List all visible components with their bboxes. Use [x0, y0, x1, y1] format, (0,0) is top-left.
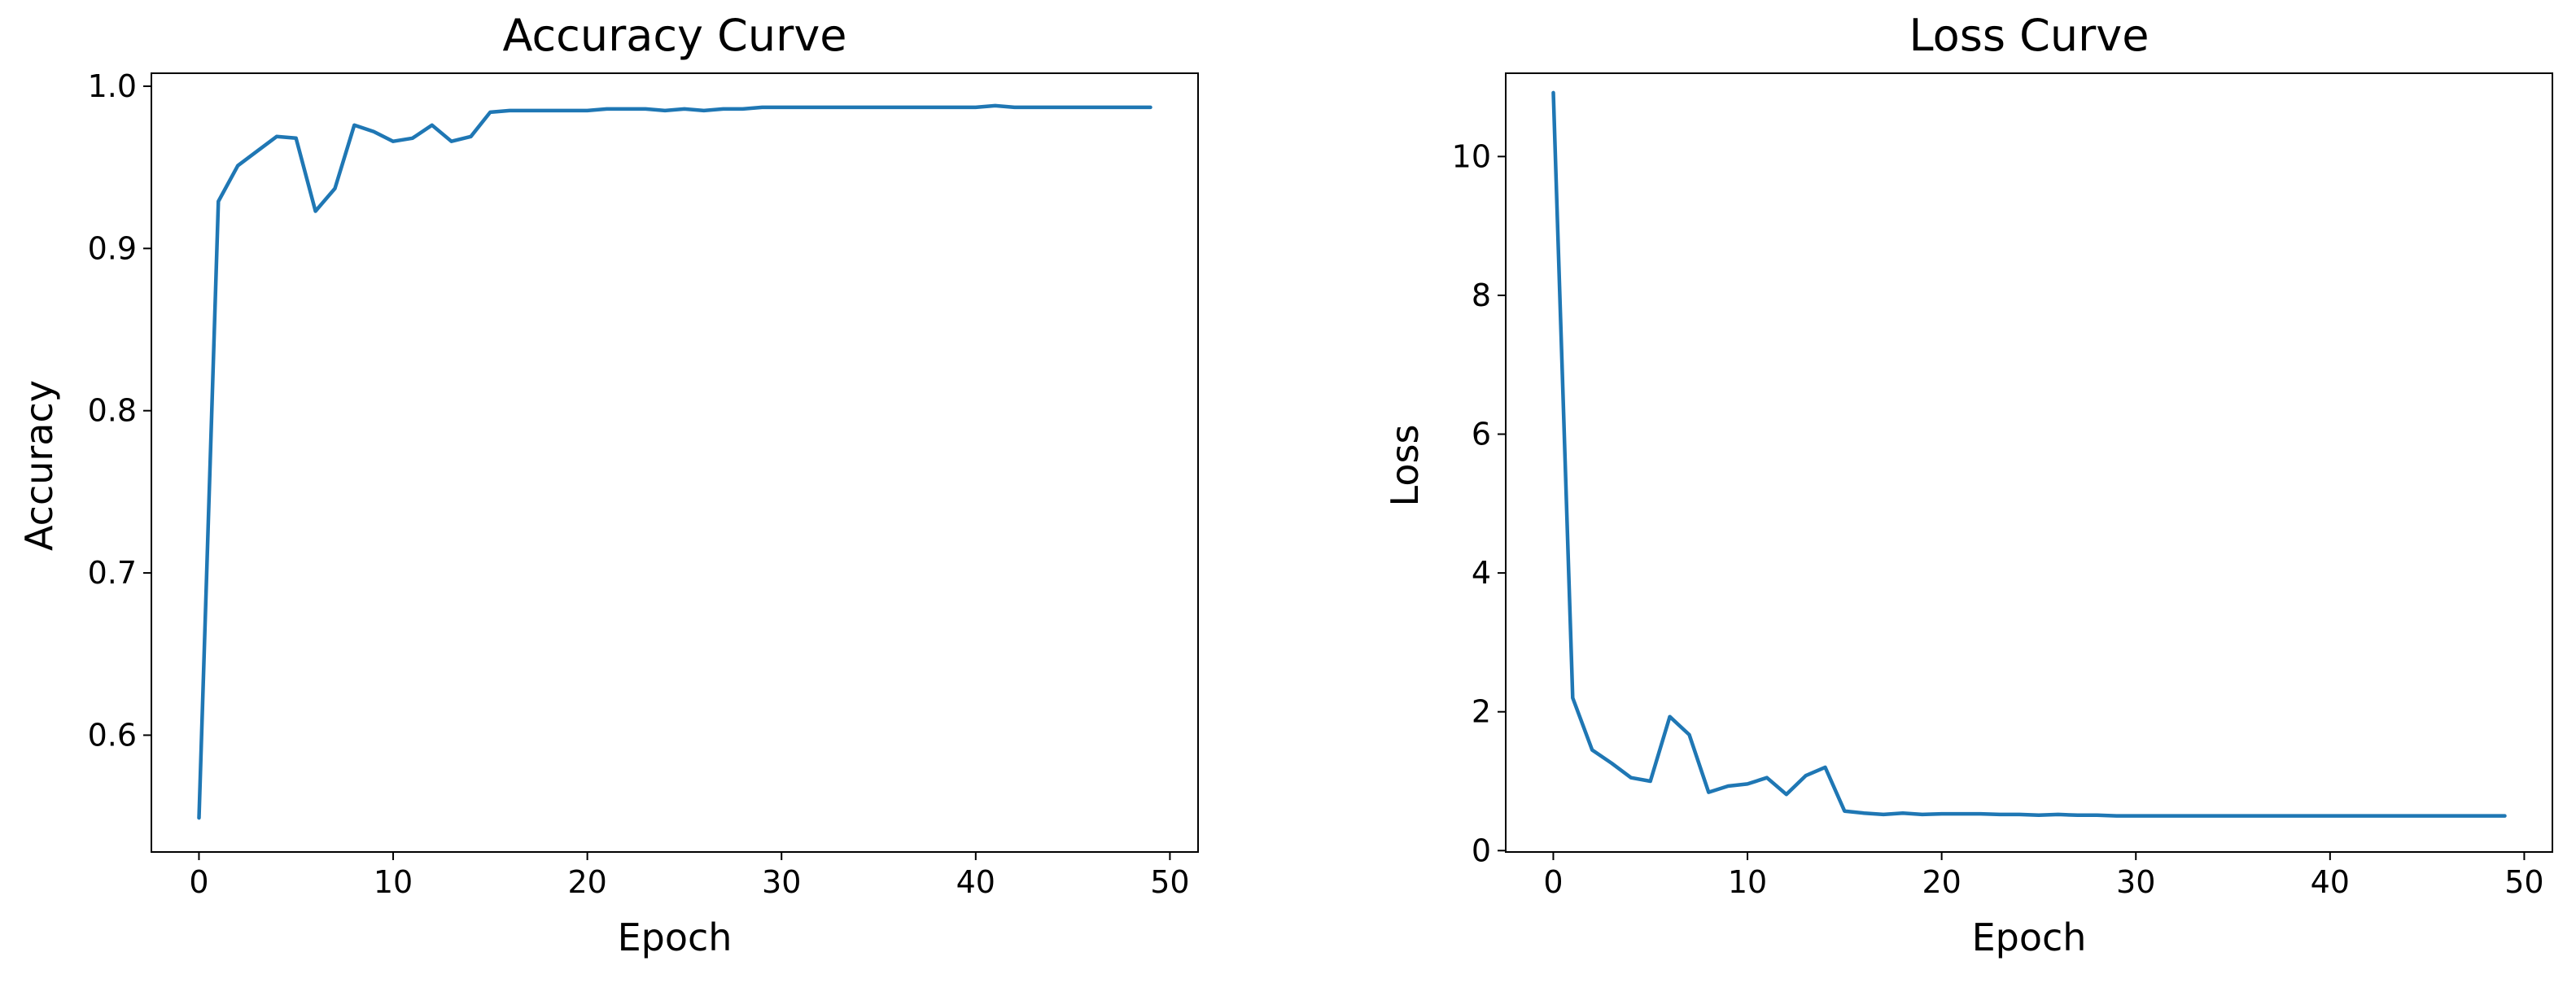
y-tick-label: 4: [1472, 555, 1491, 591]
plot-area: [1505, 72, 2553, 853]
y-tick-label: 0.6: [88, 717, 137, 753]
x-tick-label: 40: [2311, 864, 2350, 900]
x-tick-label: 30: [2116, 864, 2155, 900]
x-axis-label: Epoch: [618, 915, 733, 959]
x-tick-label: 40: [956, 864, 995, 900]
x-tick-label: 30: [762, 864, 801, 900]
x-tick-label: 20: [567, 864, 606, 900]
x-tick-label: 0: [1543, 864, 1563, 900]
x-tick-label: 0: [189, 864, 208, 900]
loss-series-line: [1551, 90, 2507, 818]
y-axis-label: Loss: [1383, 425, 1427, 507]
x-tick-label: 50: [1150, 864, 1189, 900]
y-tick-label: 1.0: [88, 68, 137, 104]
y-tick-label: 10: [1452, 138, 1491, 174]
accuracy-series-line: [197, 103, 1152, 820]
x-ticks: 0 10 20 30 40 50: [1543, 852, 2544, 900]
y-ticks: 0 2 4 6 8 10: [1452, 138, 1506, 868]
y-tick-label: 0.8: [88, 393, 137, 429]
y-axis-label: Accuracy: [17, 380, 61, 551]
y-tick-label: 0.7: [88, 555, 137, 591]
x-tick-label: 10: [1728, 864, 1767, 900]
x-axis-label: Epoch: [1972, 915, 2087, 959]
x-tick-label: 10: [374, 864, 413, 900]
accuracy-chart: Accuracy Curve Epoch Accuracy 0 10 20 30 40 5…: [17, 10, 1199, 959]
y-ticks: 0.6 0.7 0.8 0.9 1.0: [88, 68, 151, 753]
chart-title: Accuracy Curve: [502, 10, 846, 61]
y-tick-label: 6: [1472, 417, 1491, 452]
x-ticks: 0 10 20 30 40 50: [189, 852, 1190, 900]
y-tick-label: 0.9: [88, 230, 137, 266]
y-tick-label: 0: [1472, 832, 1491, 868]
loss-chart: Loss Curve Epoch Loss 0 10 20 30 40 50 0 2 4 6 8 1…: [1383, 10, 2553, 959]
chart-title: Loss Curve: [1909, 10, 2150, 61]
y-tick-label: 2: [1472, 694, 1491, 730]
x-tick-label: 20: [1922, 864, 1961, 900]
y-tick-label: 8: [1472, 277, 1491, 313]
plot-area: [151, 72, 1199, 853]
x-tick-label: 50: [2504, 864, 2543, 900]
